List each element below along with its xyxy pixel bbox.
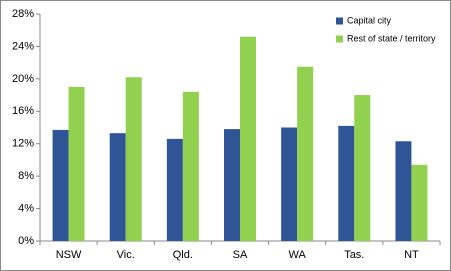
bar: [109, 133, 126, 241]
y-tick-label: 4%: [18, 202, 34, 214]
bar: [125, 77, 142, 241]
y-tick-label: 8%: [18, 170, 34, 182]
bar: [52, 129, 69, 241]
y-tick-label: 12%: [12, 138, 34, 150]
bar: [338, 125, 355, 241]
bar: [182, 91, 199, 241]
y-tick-label: 16%: [12, 105, 34, 117]
bar: [395, 141, 412, 241]
legend-swatch: [336, 35, 343, 43]
bar: [68, 86, 85, 241]
x-tick-label: NT: [404, 249, 419, 261]
x-tick-label: WA: [288, 249, 306, 261]
y-tick-label: 0%: [18, 235, 34, 247]
bar: [166, 138, 183, 241]
bar: [411, 164, 428, 241]
x-tick-label: Vic.: [117, 249, 135, 261]
x-tick-label: SA: [233, 249, 248, 261]
bar: [297, 66, 314, 241]
bar: [354, 95, 371, 241]
y-tick-label: 28%: [12, 8, 34, 20]
x-tick-label: Tas.: [344, 249, 364, 261]
x-tick-label: NSW: [56, 249, 82, 261]
y-tick-label: 20%: [12, 73, 34, 85]
legend-label: Rest of state / territory: [347, 33, 436, 43]
legend: Capital city Rest of state / territory: [336, 15, 436, 43]
bar: [240, 36, 256, 242]
legend-swatch: [336, 17, 343, 25]
x-tick-label: Qld.: [173, 249, 193, 261]
y-tick-label: 24%: [12, 40, 34, 52]
bar: [224, 129, 240, 241]
legend-label: Capital city: [347, 15, 392, 25]
bar: [281, 127, 298, 241]
